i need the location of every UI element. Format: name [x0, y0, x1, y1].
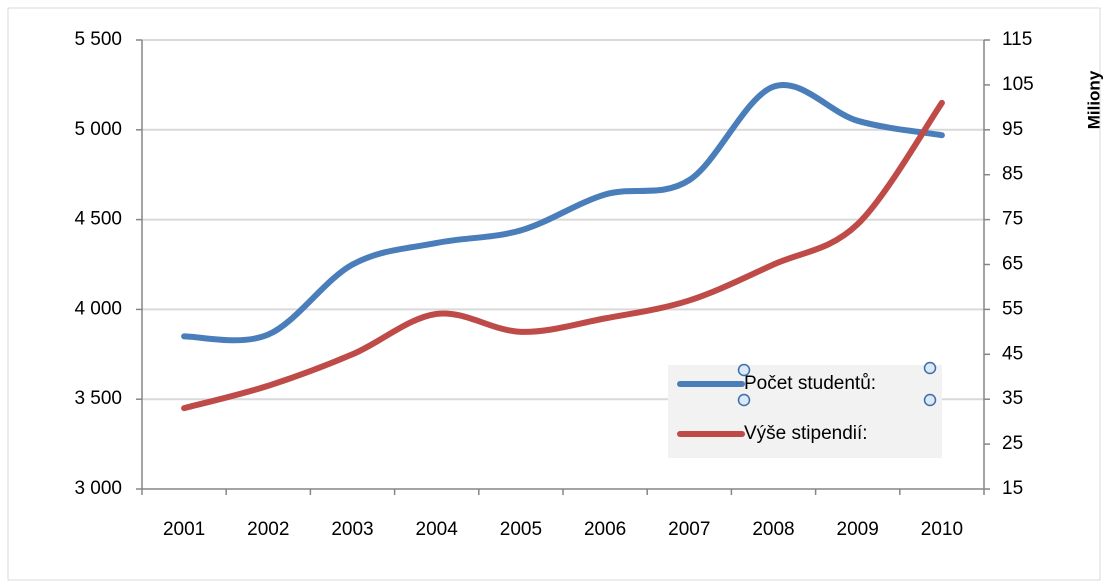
legend-label: Výše stipendií: — [744, 423, 868, 444]
x-tick-label: 2005 — [500, 519, 542, 540]
x-tick-label: 2003 — [331, 519, 373, 540]
x-tick-label: 2006 — [584, 519, 626, 540]
x-tick-label: 2009 — [837, 519, 879, 540]
selection-handle — [737, 363, 751, 377]
x-tick-label: 2002 — [247, 519, 289, 540]
selection-handle — [923, 393, 937, 407]
y2-tick-label: 115 — [1002, 29, 1032, 50]
y2-tick-label: 15 — [1002, 478, 1023, 499]
y-tick-label: 5 500 — [74, 29, 122, 50]
y-tick-label: 3 000 — [74, 478, 122, 499]
legend-box — [668, 365, 942, 458]
y2-tick-label: 45 — [1002, 343, 1023, 364]
chart-frame — [7, 7, 1101, 581]
series-line — [181, 82, 945, 344]
y2-tick-label: 85 — [1002, 164, 1023, 185]
y-tick-label: 3 500 — [74, 388, 122, 409]
x-tick-label: 2001 — [163, 519, 205, 540]
y-tick-label: 5 000 — [74, 119, 122, 140]
y2-tick-label: 35 — [1002, 388, 1023, 409]
selection-handle — [737, 393, 751, 407]
y2-tick-label: 105 — [1002, 74, 1034, 95]
legend-label: Počet studentů: — [744, 373, 876, 394]
y2-tick-label: 65 — [1002, 254, 1023, 275]
x-tick-label: 2004 — [416, 519, 459, 540]
y2-tick-label: 95 — [1002, 119, 1023, 140]
y-tick-label: 4 500 — [74, 209, 122, 230]
selection-handle — [923, 361, 937, 375]
y2-axis-label: Miliony — [1084, 70, 1103, 129]
y2-tick-label: 55 — [1002, 298, 1023, 319]
x-tick-label: 2010 — [921, 519, 963, 540]
x-tick-label: 2007 — [668, 519, 710, 540]
y2-tick-label: 25 — [1002, 433, 1023, 454]
series-line — [181, 99, 945, 412]
x-tick-label: 2008 — [752, 519, 794, 540]
y-tick-label: 4 000 — [74, 298, 122, 319]
y2-tick-label: 75 — [1002, 209, 1023, 230]
